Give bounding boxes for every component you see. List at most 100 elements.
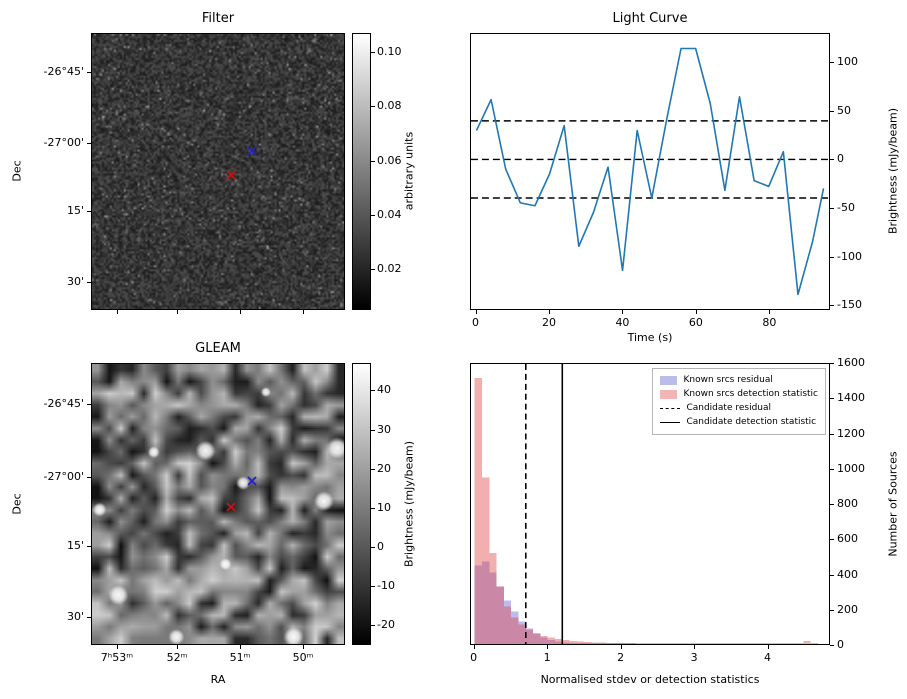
light-curve-title: Light Curve: [612, 11, 688, 26]
filter-colorbar-label: arbitrary units: [402, 131, 416, 211]
x-tick-label: 60: [688, 316, 703, 329]
light-curve-xlabel: Time (s): [627, 331, 673, 344]
tick-mark: [830, 207, 834, 209]
tick-mark: [695, 310, 697, 314]
legend-item: Candidate detection statistic: [660, 416, 818, 429]
solid-line-icon: [660, 422, 681, 424]
x-tick-label: 4: [764, 651, 772, 664]
red-x-marker: [225, 498, 237, 512]
x-tick-label: 20: [541, 316, 556, 329]
y-tick-label: 30': [66, 610, 84, 624]
colorbar-tick-label: 0.02: [377, 262, 402, 276]
colorbar-tick-mark: [371, 390, 375, 392]
y-tick-label: -27°00': [43, 469, 85, 483]
y-tick-label: -26°45': [43, 65, 85, 79]
filter-image-panel: [91, 33, 345, 310]
tick-mark: [622, 310, 624, 314]
tick-mark: [475, 310, 477, 314]
colorbar-tick-label: -20: [377, 618, 395, 632]
colorbar-tick-label: 0.04: [377, 207, 402, 221]
legend-item: Candidate residual: [660, 402, 818, 415]
tick-mark: [87, 142, 91, 144]
colorbar-tick-mark: [371, 52, 375, 53]
y-tick-label: 15': [66, 204, 84, 218]
colorbar-tick-label: 0.06: [377, 153, 402, 167]
colorbar-tick-mark: [371, 507, 375, 509]
blue-x-marker: [246, 472, 258, 486]
blue-patch-icon: [660, 376, 678, 386]
y-tick-label: 600: [837, 532, 858, 546]
y-tick-label: -27°00': [43, 135, 85, 149]
tick-mark: [830, 539, 834, 541]
tick-mark: [87, 546, 91, 548]
tick-mark: [87, 211, 91, 213]
y-tick-label: -150: [837, 298, 862, 312]
x-tick-label: 1: [543, 651, 551, 664]
colorbar-tick-label: 10: [377, 500, 391, 514]
tick-mark: [830, 433, 834, 435]
colorbar-tick-label: 20: [377, 461, 391, 475]
y-tick-label: -26°45': [43, 396, 85, 410]
light-curve-plot: [471, 47, 829, 296]
legend-item: Known srcs residual: [660, 374, 818, 387]
filter-panel-title: Filter: [201, 11, 235, 26]
histogram-xlabel: Normalised stdev or detection statistics: [540, 673, 760, 686]
y-tick-label: 15': [66, 539, 84, 553]
tick-mark: [548, 310, 550, 314]
histogram-ylabel: Number of Sources: [886, 451, 900, 557]
colorbar-tick-mark: [371, 269, 375, 271]
y-tick-label: 0: [837, 152, 844, 166]
tick-mark: [547, 645, 549, 649]
y-tick-label: 1000: [837, 461, 865, 475]
tick-mark: [830, 305, 834, 307]
y-tick-label: 200: [837, 602, 858, 616]
colorbar-tick-mark: [371, 586, 375, 588]
filter-noise-image: [92, 34, 344, 309]
tick-mark: [177, 310, 179, 314]
histogram-panel: [470, 363, 830, 645]
y-tick-label: 0: [837, 638, 844, 651]
y-tick-label: 30': [66, 275, 84, 289]
light-curve-ylabel: Brightness (mJy/beam): [886, 107, 900, 235]
blue-x-marker: [246, 142, 258, 156]
x-tick-label: 0: [470, 651, 478, 664]
tick-mark: [303, 310, 305, 314]
tick-mark: [87, 476, 91, 478]
filter-colorbar: [352, 33, 371, 310]
tick-mark: [830, 62, 834, 64]
tick-mark: [303, 645, 305, 649]
legend-label: Candidate residual: [686, 403, 772, 414]
y-tick-label: -100: [837, 249, 862, 263]
colorbar-tick-mark: [371, 625, 375, 627]
tick-mark: [830, 159, 834, 161]
gleam-colorbar-label: Brightness (mJy/beam): [402, 440, 416, 568]
tick-mark: [620, 645, 622, 649]
legend-label: Candidate detection statistic: [686, 417, 817, 428]
tick-mark: [830, 609, 834, 611]
tick-mark: [177, 645, 179, 649]
red-x-marker: [225, 166, 237, 180]
x-tick-label: 40: [615, 316, 630, 329]
x-tick-label: 2: [617, 651, 625, 664]
y-tick-label: 800: [837, 497, 858, 510]
gleam-bright-sources-overlay: [92, 364, 344, 644]
gleam-image-panel: [91, 363, 345, 645]
colorbar-tick-label: 40: [377, 383, 391, 397]
x-tick-label: 52ᵐ: [166, 651, 188, 664]
colorbar-tick-label: 0: [377, 540, 384, 554]
dashed-line-icon: [660, 408, 681, 410]
histogram-legend: Known srcs residual Known srcs detection…: [652, 368, 826, 436]
tick-mark: [87, 617, 91, 619]
tick-mark: [694, 645, 696, 649]
x-tick-label: 51ᵐ: [229, 651, 251, 664]
tick-mark: [87, 72, 91, 74]
pink-patch-icon: [660, 390, 678, 400]
tick-mark: [830, 363, 834, 364]
gleam-ylabel: Dec: [10, 493, 24, 515]
legend-label: Known srcs residual: [683, 375, 773, 385]
colorbar-tick-mark: [371, 160, 375, 162]
legend-item: Known srcs detection statistic: [660, 388, 818, 401]
colorbar-tick-mark: [371, 214, 375, 216]
x-tick-label: 50ᵐ: [292, 651, 314, 664]
